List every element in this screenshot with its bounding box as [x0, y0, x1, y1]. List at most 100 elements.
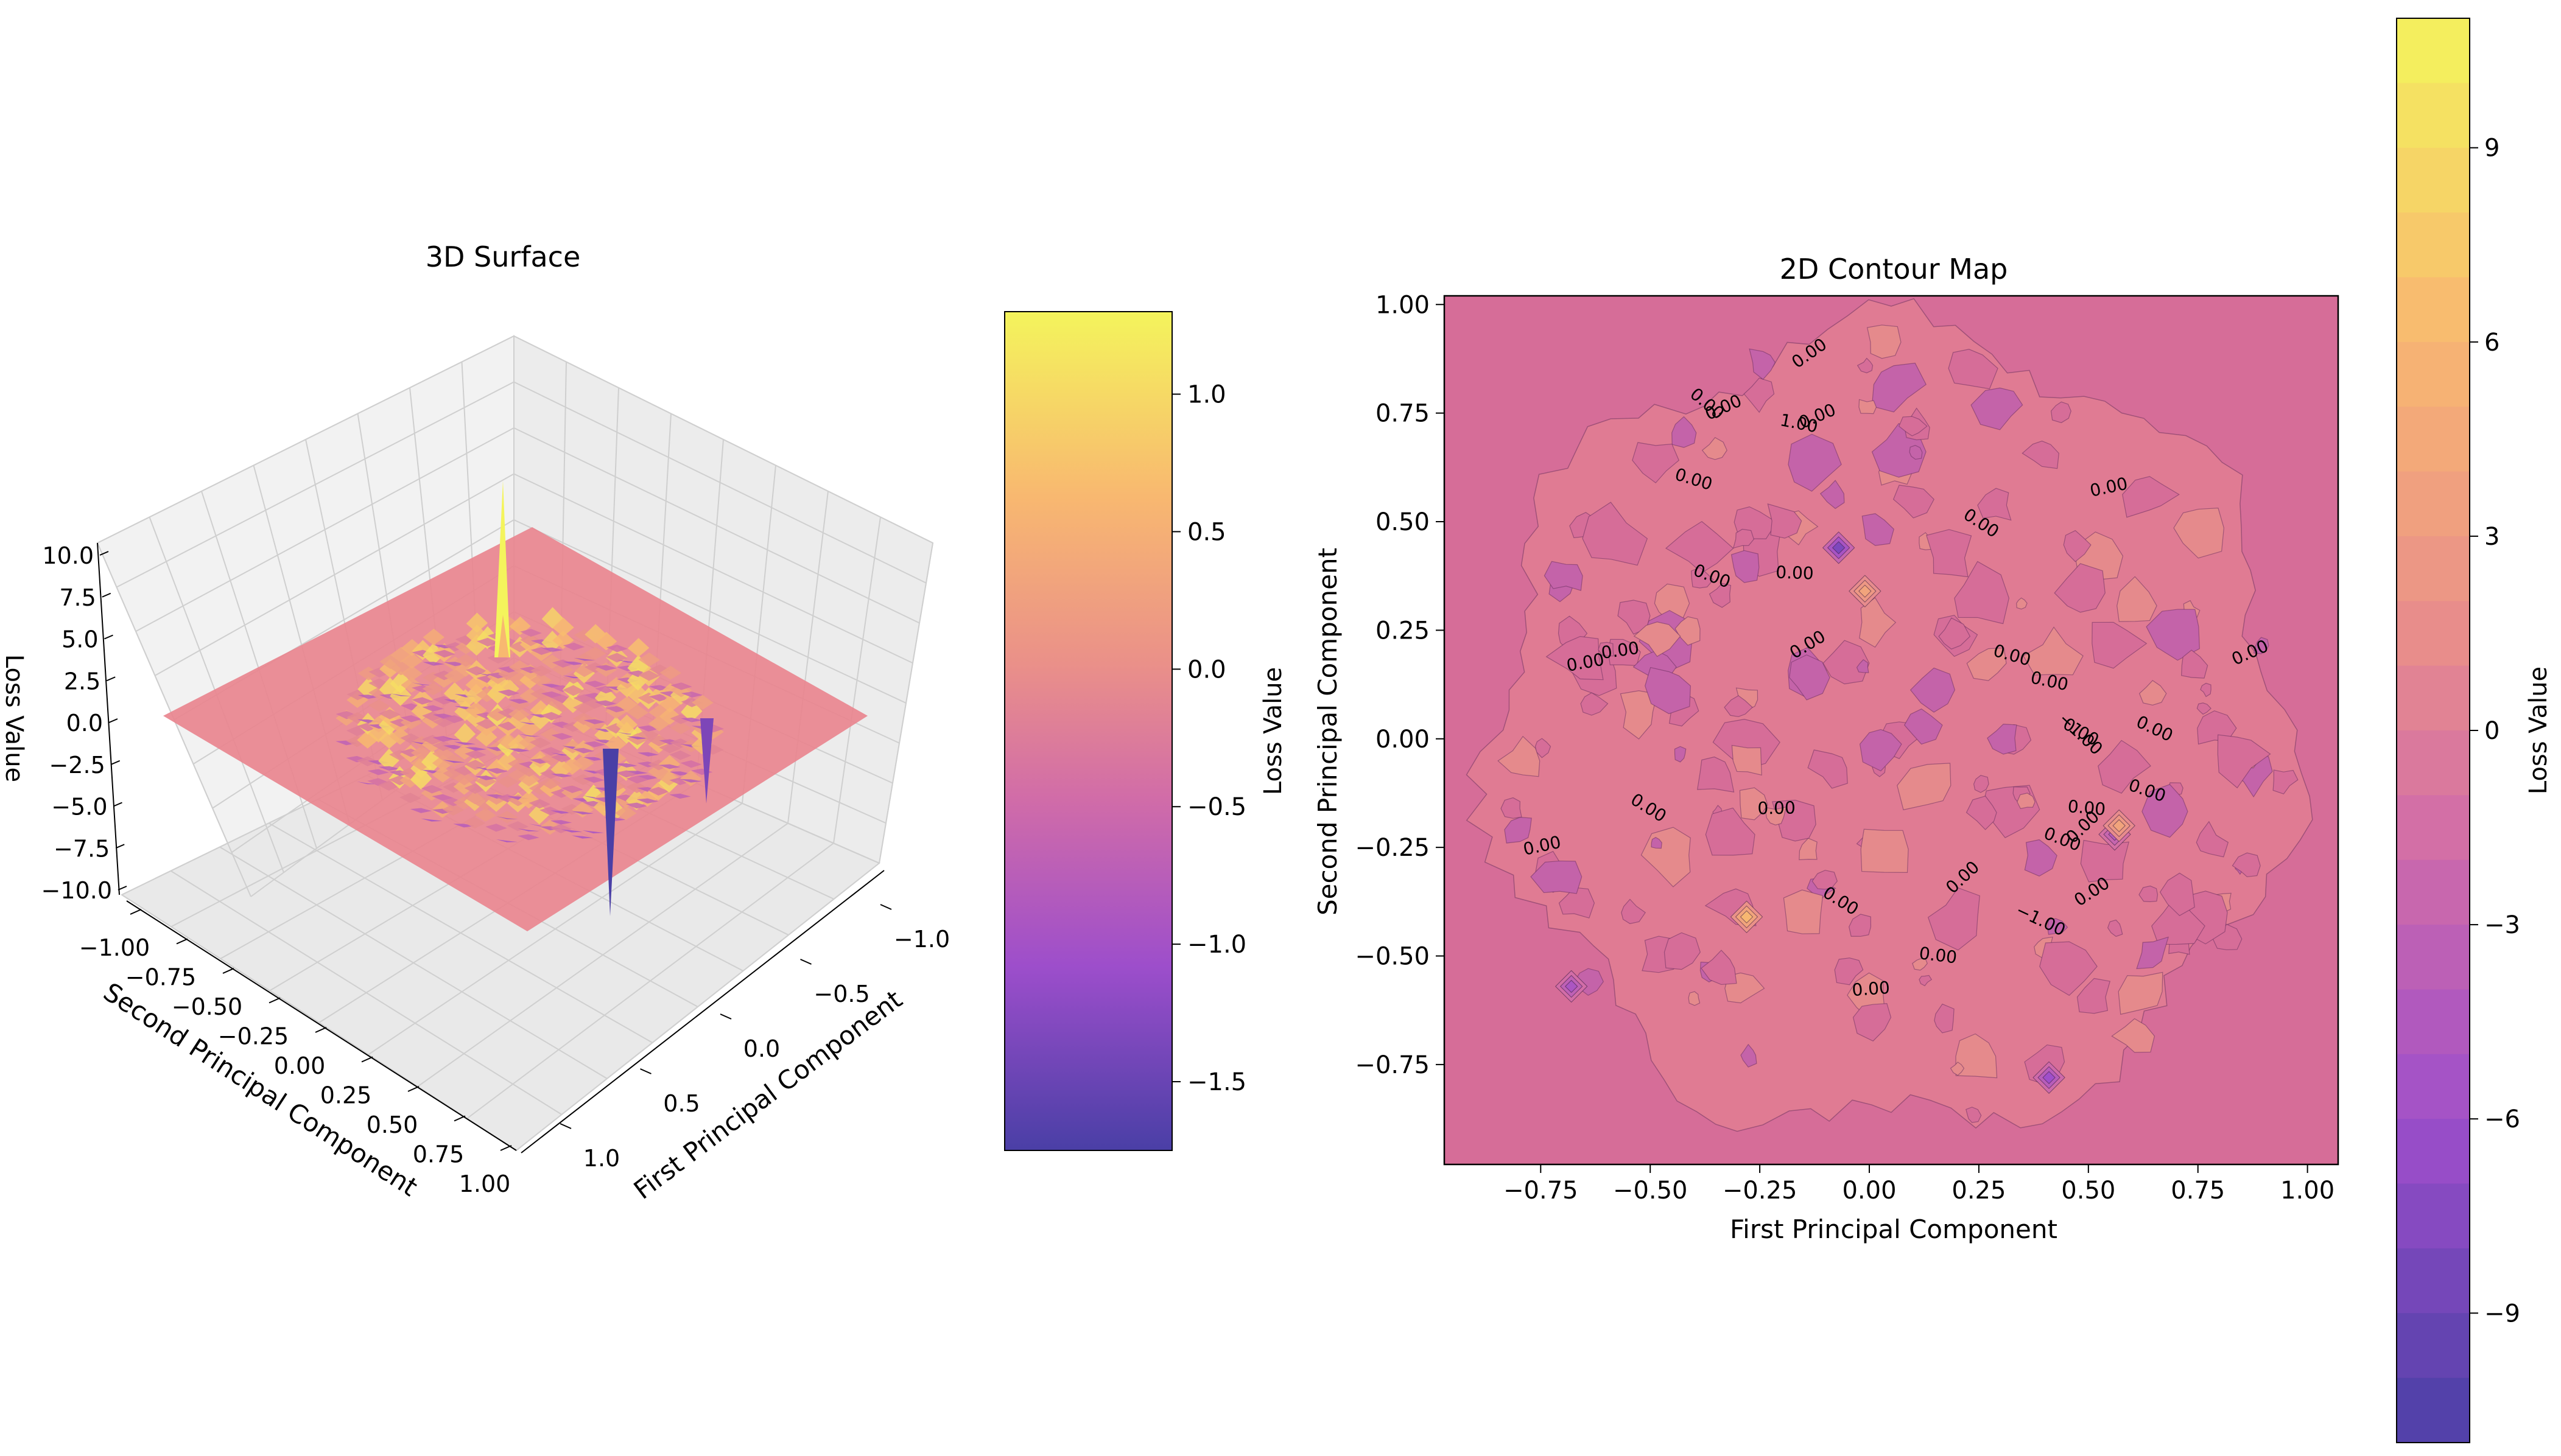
contour-island [1966, 647, 2007, 681]
contour-island [1709, 583, 1732, 608]
contour-island [1926, 529, 1972, 578]
surface-cell [539, 769, 562, 779]
surface-cell [519, 720, 541, 738]
surface-cell [595, 665, 617, 671]
surface-cell [518, 734, 541, 751]
surface-cell [530, 673, 552, 687]
surface-cell [616, 763, 638, 768]
surface-cell [539, 777, 562, 789]
contour-island [1856, 659, 1869, 673]
x-tick-label-3d: 0.5 [663, 1090, 700, 1117]
surface-cell [595, 632, 617, 651]
colorbar-3d-tick-label: −1.0 [1187, 931, 1246, 959]
surface-cell [594, 700, 617, 707]
contour-island [1534, 738, 1551, 758]
colorbar-contour-tick-label: 6 [2484, 329, 2500, 357]
contour-island [2159, 872, 2195, 917]
surface-cell [411, 697, 434, 705]
surface-cell [541, 647, 563, 652]
surface-cell [432, 754, 454, 771]
contour-island [1764, 807, 1787, 825]
surface-cell [658, 755, 681, 772]
surface-cell [410, 808, 432, 813]
surface-cell [422, 705, 444, 712]
colorbar-contour-band [2397, 1054, 2470, 1120]
surface-cell [465, 750, 487, 759]
surface-cell [487, 708, 508, 721]
surface-cell [669, 777, 691, 785]
y-tick-label-3d: −1.00 [79, 934, 150, 961]
colorbar-contour-band [2397, 407, 2470, 472]
colorbar-contour-band [2397, 18, 2470, 84]
surface-cell [378, 748, 400, 771]
surface-cell [626, 771, 648, 775]
surface-cell [637, 752, 659, 757]
contour-y-tick-label: 0.75 [1375, 400, 1430, 428]
contour-label: 0.00 [2067, 796, 2106, 819]
surface-cell [520, 634, 542, 646]
contour-island [2023, 626, 2084, 676]
contour-y-tick-label: −0.75 [1355, 1051, 1430, 1079]
surface-spike [494, 481, 510, 657]
contour-island [1970, 387, 2023, 430]
surface-cell [423, 662, 444, 666]
surface-dip [603, 749, 619, 916]
surface-cell [433, 696, 455, 705]
contour-island [1909, 667, 1956, 713]
colorbar-contour-band [2397, 277, 2470, 343]
contour-island [1783, 889, 1824, 934]
surface-cell [616, 715, 638, 734]
surface-cell [497, 689, 520, 696]
contour-island [1954, 561, 2009, 625]
contour-island [2047, 918, 2068, 935]
contour-island [1859, 597, 1897, 648]
y-tick-label-3d: 0.00 [274, 1052, 326, 1079]
contour-island [1927, 887, 1980, 951]
z-tick-mark [104, 634, 113, 640]
y-tick-label-3d: −0.25 [218, 1023, 289, 1050]
surface-cell [508, 748, 530, 752]
surface-cell [423, 643, 444, 665]
surface-cell [648, 715, 670, 732]
contour-island [1859, 729, 1902, 772]
contour-island [1705, 807, 1755, 856]
surface-cell [562, 721, 584, 732]
surface-cell [465, 675, 487, 694]
surface-cell [552, 663, 574, 676]
contour-x-tick-label: −0.50 [1613, 1177, 1688, 1205]
contour-label: 0.00 [1918, 943, 1958, 967]
y-tick-mark-3d [130, 909, 142, 915]
surface-3d-panel: 3D Surface 10.0 7.5 5.0 2.5 0.0 −2.5 −5.0 −7.5 −… [0, 240, 1287, 1205]
contour-x-tick-label: −0.75 [1503, 1177, 1578, 1205]
contour-island [2054, 563, 2106, 613]
surface-cell [550, 824, 572, 833]
contour-island [1807, 749, 1848, 789]
z-tick-mark [106, 676, 116, 682]
contour-island [1987, 724, 2017, 755]
surface-cell [529, 758, 551, 764]
contour-island [1948, 349, 1998, 390]
contour-island [1767, 503, 1802, 539]
surface-cell [583, 757, 605, 761]
surface-cell [518, 828, 539, 831]
contour-island [1861, 513, 1894, 546]
surface-cell [574, 663, 595, 677]
surface-cell [410, 767, 432, 790]
contour-island [1858, 399, 1877, 415]
surface-cell [627, 736, 648, 740]
contour-island [1857, 357, 1874, 374]
colorbar-3d-tick-label: −1.5 [1187, 1068, 1246, 1096]
contour-island [2138, 680, 2167, 706]
y-ticks-3d: −1.00 −0.75−0.50 −0.250.00 0.250.50 0.75 1.00 [79, 909, 512, 1197]
colorbar-contour-band [2397, 83, 2470, 149]
surface-cell [432, 741, 454, 751]
surface-cell [412, 682, 434, 685]
surface-cell [583, 741, 605, 747]
colorbar-contour-band [2397, 1313, 2470, 1379]
contour-label: 0.00 [1757, 797, 1796, 818]
surface-cell [346, 690, 368, 701]
contour-island [2076, 978, 2111, 1014]
surface-cell [541, 691, 563, 698]
surface-cell [466, 634, 488, 656]
contour-island [2098, 740, 2151, 794]
